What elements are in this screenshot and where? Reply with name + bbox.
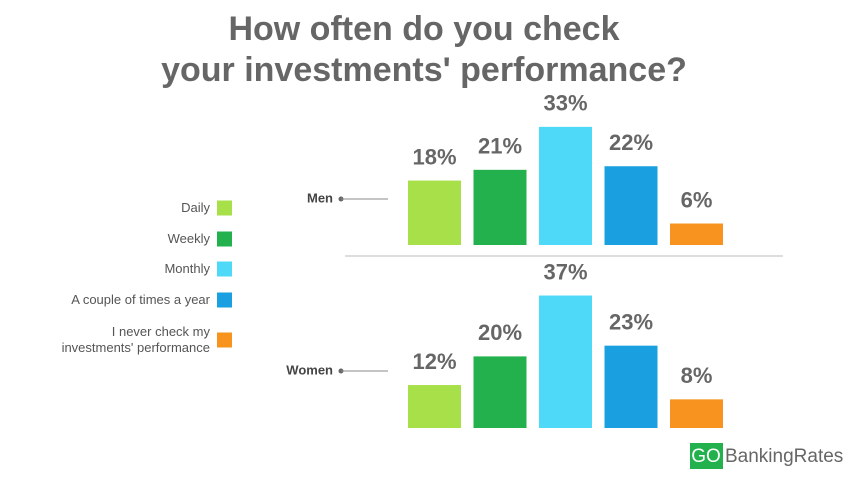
value-label: 20%	[478, 320, 522, 345]
legend-label: Monthly	[164, 261, 210, 276]
legend-swatch	[217, 200, 232, 216]
legend-label: A couple of times a year	[71, 292, 210, 307]
value-label: 22%	[609, 130, 653, 155]
legend-label: I never check my investments' performanc…	[61, 324, 210, 355]
bar	[604, 166, 658, 245]
legend-swatch	[217, 231, 232, 247]
bar	[473, 169, 527, 245]
legend-swatch	[217, 292, 232, 308]
value-label: 21%	[478, 134, 522, 159]
legend-swatch	[217, 261, 232, 277]
legend-label: Daily	[181, 200, 210, 215]
value-label: 23%	[609, 309, 653, 334]
bar	[670, 223, 723, 245]
value-label: 12%	[412, 349, 456, 374]
logo-box	[690, 443, 723, 469]
bar	[473, 356, 527, 428]
bar	[670, 399, 723, 428]
category-label: Men	[307, 190, 333, 205]
bar	[408, 180, 461, 245]
chart-title: your investments' performance?	[161, 51, 687, 89]
chart-title: How often do you check	[228, 10, 619, 48]
bar	[539, 295, 592, 428]
value-label: 6%	[681, 187, 713, 212]
logo-text: BankingRates	[725, 446, 843, 467]
value-label: 37%	[543, 259, 587, 284]
logo-prefix: GO	[691, 446, 721, 467]
bar	[604, 345, 658, 428]
bar	[539, 126, 592, 245]
value-label: 33%	[543, 91, 587, 116]
bar	[408, 385, 461, 428]
value-label: 18%	[412, 144, 456, 169]
value-label: 8%	[681, 363, 713, 388]
category-label: Women	[286, 362, 333, 377]
legend-swatch	[217, 332, 232, 348]
legend-label: Weekly	[167, 231, 210, 246]
